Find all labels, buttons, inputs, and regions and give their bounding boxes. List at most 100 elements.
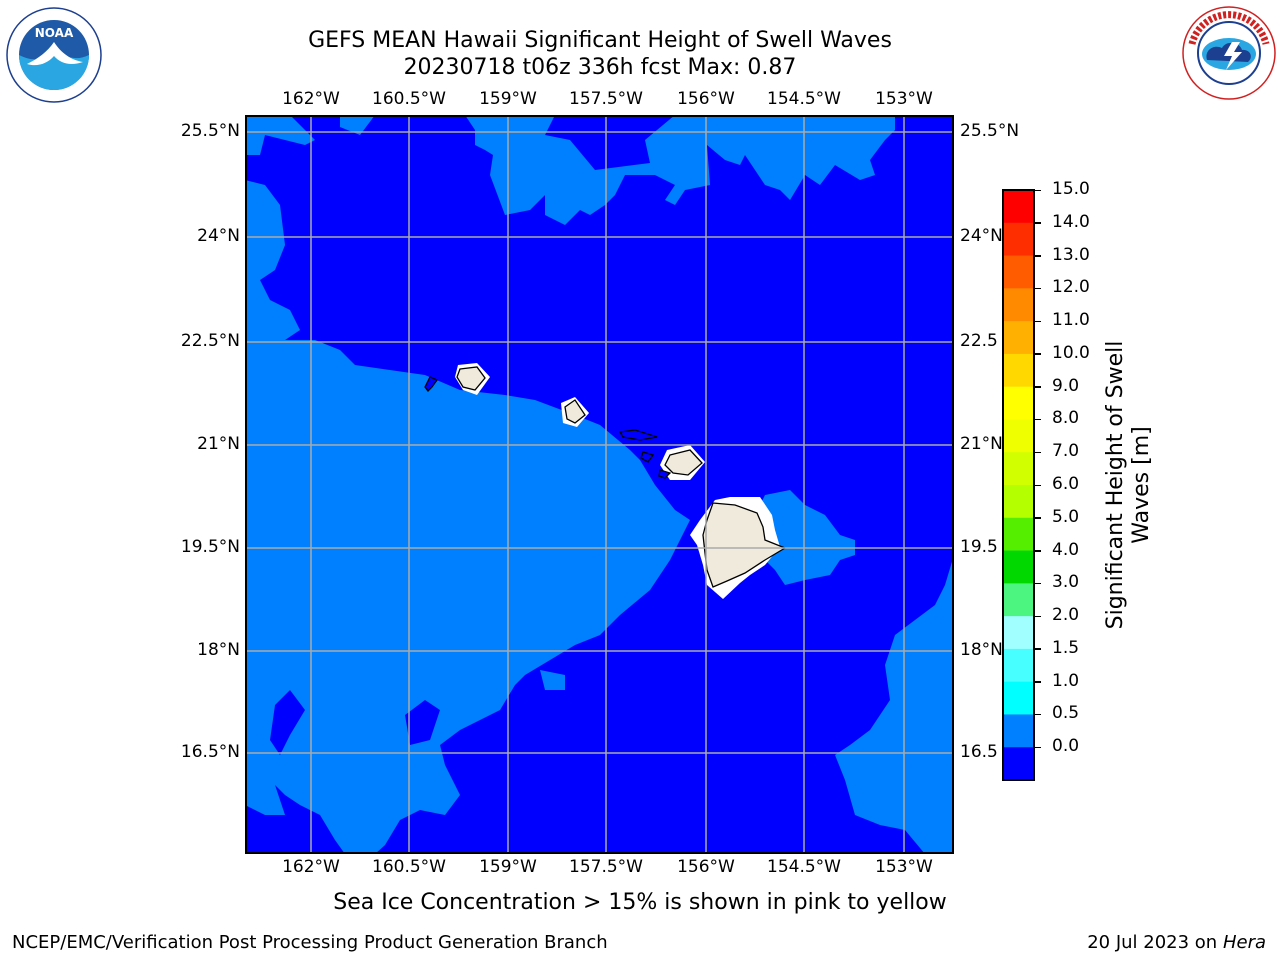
colorbar-bin <box>1003 321 1034 355</box>
colorbar-tick-label: 9.0 <box>1052 375 1080 396</box>
lat-label-right: 18°N <box>960 640 1003 660</box>
swell-region-south-notch <box>540 670 565 690</box>
swell-region-southeast <box>835 555 954 854</box>
noaa-logo: NOAA <box>6 7 102 103</box>
colorbar-tick-mark <box>1034 418 1041 421</box>
colorbar-tick-mark <box>1034 681 1041 683</box>
lon-label-bottom: 154.5°W <box>767 857 841 877</box>
lon-label-bottom: 162°W <box>282 857 340 877</box>
colorbar-title: Significant Height of Swell Waves [m] <box>1103 330 1155 640</box>
colorbar <box>1002 189 1035 781</box>
lat-label-left: 24°N <box>197 226 240 246</box>
lat-label-left: 22.5°N <box>180 331 240 351</box>
colorbar-tick-mark <box>1034 550 1041 552</box>
colorbar-tick-label: 1.0 <box>1052 670 1080 691</box>
map-subtitle: 20230718 t06z 336h fcst Max: 0.87 <box>403 55 797 80</box>
colorbar-tick-mark <box>1034 746 1041 749</box>
colorbar-tick-label: 0.5 <box>1052 703 1080 724</box>
lat-label-right: 22.5 <box>960 331 998 351</box>
colorbar-bin <box>1003 583 1034 617</box>
colorbar-tick-label: 5.0 <box>1052 506 1080 527</box>
credit-text: NCEP/EMC/Verification Post Processing Pr… <box>12 932 608 953</box>
colorbar-bin <box>1003 648 1034 683</box>
colorbar-bin <box>1003 419 1034 453</box>
colorbar-tick-mark <box>1034 287 1041 290</box>
lon-label-top: 162°W <box>282 89 340 109</box>
island-kauai <box>456 366 486 391</box>
swell-region-north-left <box>245 115 315 155</box>
swell-region-southwest <box>245 340 690 854</box>
colorbar-tick-label: 4.0 <box>1052 539 1080 560</box>
colorbar-bin <box>1003 288 1034 322</box>
colorbar-tick-label: 0.0 <box>1052 736 1080 757</box>
swell-region-northwest <box>245 180 300 340</box>
lon-label-top: 157.5°W <box>569 89 643 109</box>
map-frame <box>245 115 954 854</box>
colorbar-tick-label: 3.0 <box>1052 572 1080 593</box>
colorbar-bin <box>1003 386 1034 420</box>
colorbar-tick-mark <box>1034 713 1041 716</box>
colorbar-bin <box>1003 681 1034 715</box>
colorbar-tick-label: 14.0 <box>1052 211 1090 232</box>
colorbar-tick-label: 15.0 <box>1052 179 1090 199</box>
lat-label-left: 18°N <box>197 640 240 660</box>
lon-label-top: 154.5°W <box>767 89 841 109</box>
island-molokai <box>618 429 658 441</box>
swell-region-bigisland-halo <box>750 490 855 585</box>
machine-name: Hera <box>1222 932 1266 953</box>
lat-label-left: 21°N <box>197 434 240 454</box>
nws-logo <box>1182 6 1276 100</box>
colorbar-bin <box>1003 353 1034 388</box>
colorbar-tick-label: 1.5 <box>1052 637 1080 658</box>
colorbar-bin <box>1003 485 1034 519</box>
lat-label-right: 21°N <box>960 434 1003 454</box>
colorbar-bin <box>1003 747 1034 781</box>
lat-label-right: 24°N <box>960 226 1003 246</box>
island-lanai <box>640 451 655 463</box>
island-kahoolawe <box>658 469 672 479</box>
colorbar-bin <box>1003 616 1034 650</box>
colorbar-tick-label: 12.0 <box>1052 277 1090 298</box>
colorbar-tick-mark <box>1034 353 1041 355</box>
lat-label-right: 19.5 <box>960 537 998 557</box>
lat-label-left: 19.5°N <box>180 537 240 557</box>
colorbar-tick-label: 2.0 <box>1052 605 1080 626</box>
graticule <box>245 115 954 854</box>
colorbar-tick-mark <box>1034 222 1041 224</box>
colorbar-tick-mark <box>1034 582 1041 585</box>
colorbar-tick-label: 6.0 <box>1052 474 1080 494</box>
swell-region-deep-patch <box>245 690 440 854</box>
lat-label-right: 16.5 <box>960 742 998 762</box>
colorbar-tick-label: 10.0 <box>1052 342 1090 363</box>
lon-label-top: 160.5°W <box>372 89 446 109</box>
island-oahu <box>564 399 586 424</box>
run-date-text: 20 Jul 2023 on Hera <box>1087 932 1266 953</box>
colorbar-tick-label: 13.0 <box>1052 244 1090 265</box>
colorbar-tick-label: 7.0 <box>1052 441 1080 462</box>
colorbar-bin <box>1003 550 1034 584</box>
colorbar-bin <box>1003 222 1034 257</box>
swell-region-north-center <box>340 115 895 225</box>
lon-label-bottom: 159°W <box>479 857 537 877</box>
swell-height-map <box>245 115 954 854</box>
sea-ice-note: Sea Ice Concentration > 15% is shown in … <box>333 890 947 915</box>
run-date: 20 Jul 2023 on <box>1087 932 1223 953</box>
colorbar-bin <box>1003 255 1034 289</box>
colorbar-tick-mark <box>1034 484 1041 486</box>
colorbar-title-line1: Significant Height of Swell <box>1103 340 1128 630</box>
colorbar-tick-label: 8.0 <box>1052 408 1080 429</box>
colorbar-tick-mark <box>1034 189 1041 191</box>
lon-label-bottom: 156°W <box>677 857 735 877</box>
colorbar-tick-mark <box>1034 255 1041 257</box>
lon-label-bottom: 157.5°W <box>569 857 643 877</box>
lat-label-right: 25.5°N <box>960 121 1020 141</box>
lon-label-top: 159°W <box>479 89 537 109</box>
colorbar-bin <box>1003 517 1034 552</box>
lat-label-left: 25.5°N <box>180 121 240 141</box>
island-maui <box>664 449 703 476</box>
map-title: GEFS MEAN Hawaii Significant Height of S… <box>308 28 892 53</box>
colorbar-tick-mark <box>1034 320 1041 323</box>
colorbar-tick-mark <box>1034 451 1041 454</box>
colorbar-bin <box>1003 714 1034 748</box>
noaa-logo-text: NOAA <box>35 26 74 40</box>
